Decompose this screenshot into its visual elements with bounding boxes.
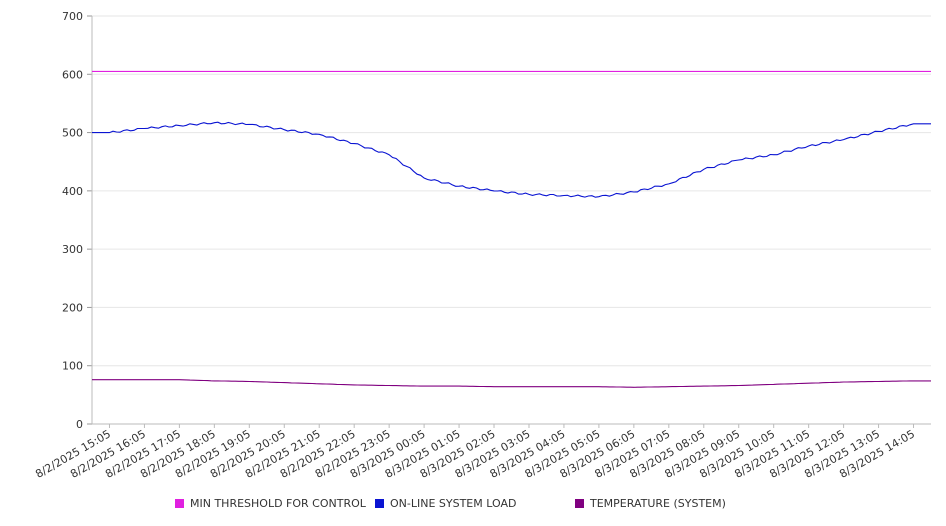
legend-swatch-min-threshold	[175, 499, 184, 508]
legend-swatch-system-load	[375, 499, 384, 508]
y-tick-label: 500	[62, 127, 83, 140]
y-tick-label: 0	[76, 418, 83, 431]
axes	[87, 15, 931, 428]
x-tick-labels: 8/2/2025 15:058/2/2025 16:058/2/2025 17:…	[33, 427, 917, 481]
y-tick-label: 200	[62, 301, 83, 314]
series-line-temperature-system	[92, 379, 931, 388]
gridlines	[92, 15, 931, 425]
legend-label-min-threshold: MIN THRESHOLD FOR CONTROL	[190, 497, 366, 510]
legend-swatch-temperature	[575, 499, 584, 508]
legend-label-temperature: TEMPERATURE (SYSTEM)	[590, 497, 726, 510]
legend-label-system-load: ON-LINE SYSTEM LOAD	[390, 497, 517, 510]
y-tick-label: 300	[62, 243, 83, 256]
legend-item-min-threshold: MIN THRESHOLD FOR CONTROL	[175, 497, 366, 510]
series-line-on-line-system-load	[92, 121, 931, 198]
legend-item-temperature: TEMPERATURE (SYSTEM)	[575, 497, 726, 510]
legend: MIN THRESHOLD FOR CONTROL ON-LINE SYSTEM…	[0, 497, 946, 515]
y-tick-label: 400	[62, 185, 83, 198]
y-tick-label: 100	[62, 360, 83, 373]
y-tick-labels: 0 100 200 300 400 500 600 700	[62, 10, 83, 431]
y-tick-label: 700	[62, 10, 83, 23]
legend-item-system-load: ON-LINE SYSTEM LOAD	[375, 497, 516, 510]
y-tick-label: 600	[62, 68, 83, 81]
series-lines	[92, 70, 931, 388]
